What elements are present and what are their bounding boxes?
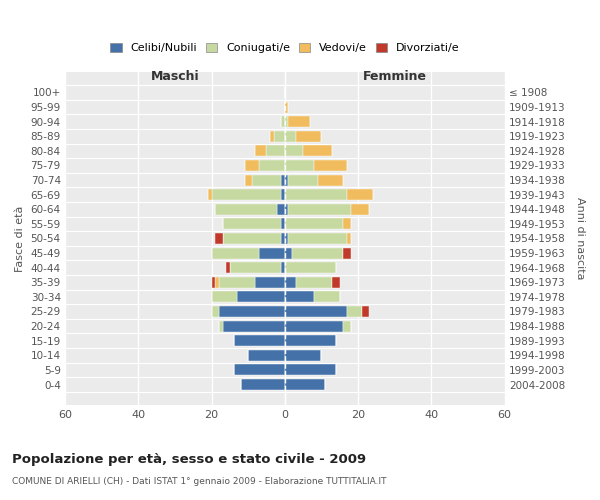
Bar — [347, 189, 373, 200]
Bar — [285, 262, 336, 273]
Bar — [212, 306, 219, 317]
Bar — [285, 248, 292, 258]
Bar — [285, 189, 347, 200]
Bar — [281, 218, 285, 230]
Bar — [223, 233, 281, 244]
Bar — [219, 320, 223, 332]
Bar — [259, 160, 285, 171]
Bar — [259, 248, 285, 258]
Bar — [277, 204, 285, 214]
Bar — [343, 320, 351, 332]
Bar — [285, 364, 336, 376]
Bar — [332, 277, 340, 288]
Bar — [285, 320, 343, 332]
Legend: Celibi/Nubili, Coniugati/e, Vedovi/e, Divorziati/e: Celibi/Nubili, Coniugati/e, Vedovi/e, Di… — [108, 40, 461, 56]
Bar — [230, 262, 281, 273]
Bar — [285, 277, 296, 288]
Bar — [289, 233, 347, 244]
Bar — [281, 262, 285, 273]
Bar — [212, 248, 259, 258]
Bar — [245, 160, 259, 171]
Bar — [223, 320, 285, 332]
Bar — [289, 116, 310, 127]
Bar — [347, 306, 362, 317]
Bar — [285, 204, 289, 214]
Bar — [256, 277, 285, 288]
Bar — [219, 277, 256, 288]
Bar — [296, 277, 332, 288]
Bar — [285, 174, 289, 186]
Text: COMUNE DI ARIELLI (CH) - Dati ISTAT 1° gennaio 2009 - Elaborazione TUTTITALIA.IT: COMUNE DI ARIELLI (CH) - Dati ISTAT 1° g… — [12, 478, 386, 486]
Bar — [245, 174, 252, 186]
Bar — [274, 131, 285, 141]
Bar — [285, 379, 325, 390]
Bar — [215, 204, 277, 214]
Bar — [248, 350, 285, 361]
Bar — [314, 160, 347, 171]
Bar — [285, 160, 314, 171]
Bar — [256, 146, 266, 156]
Bar — [237, 292, 285, 302]
Bar — [289, 174, 318, 186]
Bar — [241, 379, 285, 390]
Bar — [347, 233, 351, 244]
Bar — [281, 233, 285, 244]
Text: Maschi: Maschi — [151, 70, 199, 83]
Bar — [296, 131, 322, 141]
Bar — [285, 146, 303, 156]
Bar — [266, 146, 285, 156]
Bar — [285, 292, 314, 302]
Y-axis label: Anni di nascita: Anni di nascita — [575, 197, 585, 280]
Bar — [285, 350, 322, 361]
Bar — [212, 277, 215, 288]
Bar — [252, 174, 281, 186]
Y-axis label: Fasce di età: Fasce di età — [15, 206, 25, 272]
Bar — [285, 218, 343, 230]
Bar — [219, 306, 285, 317]
Bar — [285, 102, 289, 112]
Text: Popolazione per età, sesso e stato civile - 2009: Popolazione per età, sesso e stato civil… — [12, 452, 366, 466]
Bar — [281, 116, 285, 127]
Bar — [285, 116, 289, 127]
Bar — [215, 277, 219, 288]
Bar — [212, 189, 281, 200]
Bar — [343, 218, 351, 230]
Bar — [343, 248, 351, 258]
Bar — [285, 306, 347, 317]
Bar — [351, 204, 369, 214]
Bar — [362, 306, 369, 317]
Bar — [223, 218, 281, 230]
Bar — [226, 262, 230, 273]
Bar — [212, 292, 237, 302]
Bar — [289, 204, 351, 214]
Bar — [281, 174, 285, 186]
Text: Femmine: Femmine — [363, 70, 427, 83]
Bar — [215, 233, 223, 244]
Bar — [318, 174, 343, 186]
Bar — [292, 248, 343, 258]
Bar — [208, 189, 212, 200]
Bar — [285, 233, 289, 244]
Bar — [314, 292, 340, 302]
Bar — [303, 146, 332, 156]
Bar — [233, 335, 285, 346]
Bar — [285, 335, 336, 346]
Bar — [285, 131, 296, 141]
Bar — [233, 364, 285, 376]
Bar — [270, 131, 274, 141]
Bar — [281, 189, 285, 200]
